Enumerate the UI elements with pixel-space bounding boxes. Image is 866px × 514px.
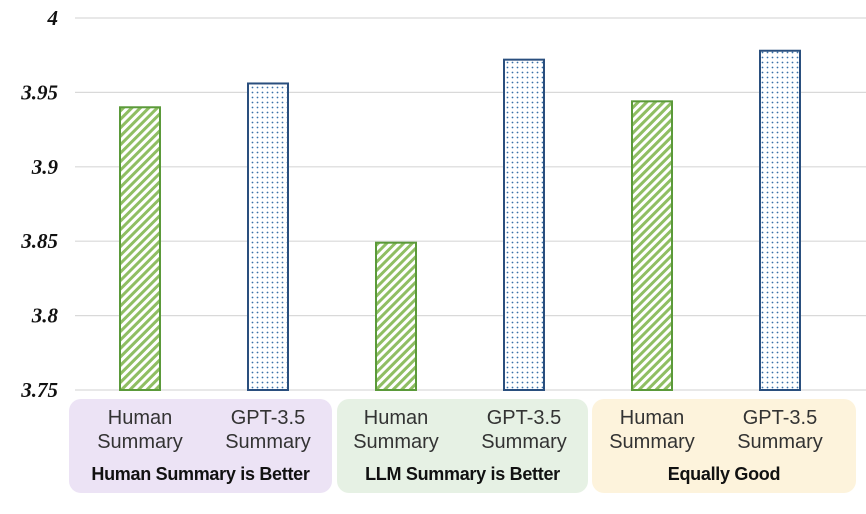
- category-label-line1: GPT-3.5: [487, 407, 561, 429]
- bar: [119, 106, 161, 391]
- y-tick-label: 3.95: [20, 80, 58, 104]
- bar: [375, 241, 417, 391]
- y-tick-label: 3.85: [20, 229, 58, 253]
- category-label-line1: Human: [620, 407, 684, 429]
- category-label-line2: Summary: [97, 431, 183, 453]
- y-axis-tick-labels: 3.75 3.8 3.85 3.9 3.95 4: [20, 6, 58, 402]
- category-labels: Human Summary is Better LLM Summary is Be…: [91, 407, 822, 484]
- category-label-line1: GPT-3.5: [743, 407, 817, 429]
- category-label-line1: GPT-3.5: [231, 407, 305, 429]
- group-label: Human Summary is Better: [91, 464, 309, 484]
- category-label-line2: Summary: [609, 431, 695, 453]
- group-label: Equally Good: [668, 464, 780, 484]
- group-backgrounds: [69, 399, 856, 493]
- category-label-line2: Summary: [737, 431, 823, 453]
- category-label-line1: Human: [108, 407, 172, 429]
- y-tick-label: 3.8: [31, 304, 59, 328]
- y-tick-label: 3.9: [31, 155, 59, 179]
- category-label-line2: Summary: [353, 431, 439, 453]
- group-background: [69, 399, 332, 493]
- group-background: [592, 399, 856, 493]
- group-label: LLM Summary is Better: [365, 464, 560, 484]
- bar: [631, 100, 673, 391]
- y-tick-label: 4: [47, 6, 59, 30]
- group-background: [337, 399, 588, 493]
- category-label-line2: Summary: [225, 431, 311, 453]
- y-tick-label: 3.75: [20, 378, 58, 402]
- bar: [759, 49, 801, 392]
- bars: [119, 49, 801, 392]
- category-label-line2: Summary: [481, 431, 567, 453]
- bar: [247, 82, 289, 392]
- category-label-line1: Human: [364, 407, 428, 429]
- bar: [503, 58, 545, 391]
- gridlines: [75, 17, 866, 391]
